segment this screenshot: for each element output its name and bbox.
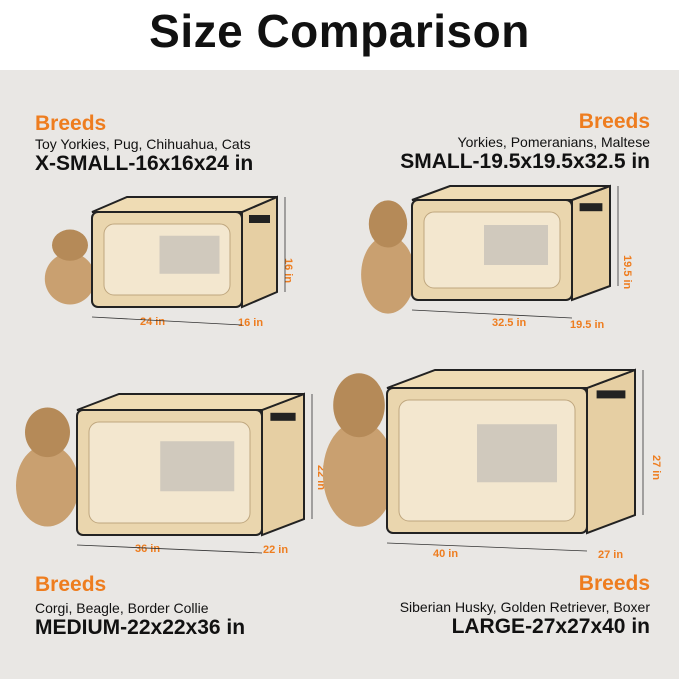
beagle-icon-head: [25, 407, 70, 458]
cat-icon-body: [44, 252, 96, 305]
crate-side: [241, 195, 278, 309]
length-label: 36 in: [135, 543, 160, 555]
height-label: 19.5 in: [621, 255, 633, 290]
breeds-list: Toy Yorkies, Pug, Chihuahua, Cats: [35, 136, 251, 152]
length-arrow: [76, 544, 263, 554]
length-label: 40 in: [433, 548, 458, 560]
cat-icon: [44, 229, 96, 305]
size-label: SMALL-19.5x19.5x32.5 in: [400, 150, 650, 173]
size-label: MEDIUM-22x22x36 in: [35, 616, 246, 639]
breeds-list: Corgi, Beagle, Border Collie: [35, 600, 209, 616]
yorkie-icon-head: [368, 200, 408, 248]
page-title: Size Comparison: [149, 5, 530, 57]
breeds-label: Breeds: [578, 572, 650, 595]
size-label: LARGE-27x27x40 in: [451, 615, 650, 638]
golden-retriever-icon-head: [333, 373, 385, 438]
height-label: 27 in: [650, 455, 662, 480]
crate-top: [76, 393, 305, 411]
breeds-label: Breeds: [35, 573, 107, 596]
breeds-label: Breeds: [578, 110, 650, 133]
handle-icon: [270, 412, 296, 421]
beagle-icon: [16, 407, 79, 527]
cat-icon-head: [52, 229, 88, 261]
golden-retriever-icon: [322, 373, 396, 527]
size-label: X-SMALL-16x16x24 in: [35, 152, 254, 175]
medium-info: Breeds Corgi, Beagle, Border Collie MEDI…: [35, 573, 325, 640]
width-label: 27 in: [598, 549, 623, 561]
golden-retriever-icon-body: [322, 421, 396, 527]
back-mesh: [159, 235, 220, 274]
beagle-icon-body: [16, 444, 79, 527]
width-label: 22 in: [263, 544, 288, 556]
handle-icon: [249, 215, 270, 223]
length-arrow: [411, 309, 573, 319]
yorkie-icon: [361, 200, 415, 314]
back-mesh: [484, 225, 548, 265]
large-info: Breeds Siberian Husky, Golden Retriever,…: [360, 572, 650, 639]
crate-0: 24 in 16 in 16 in: [44, 195, 294, 329]
crate-3: 40 in 27 in 27 in: [322, 368, 662, 561]
small-info: Breeds Yorkies, Pomeranians, Maltese SMA…: [360, 110, 650, 174]
crate-top: [411, 185, 611, 201]
crate-1: 32.5 in 19.5 in 19.5 in: [361, 184, 633, 331]
length-arrow: [91, 316, 243, 326]
back-mesh: [160, 441, 235, 492]
handle-icon: [579, 203, 603, 212]
height-label: 16 in: [282, 258, 294, 283]
yorkie-icon-body: [361, 235, 415, 314]
crate-side: [571, 184, 611, 302]
width-label: 16 in: [238, 317, 263, 329]
breeds-list: Yorkies, Pomeranians, Maltese: [457, 134, 650, 150]
length-arrow: [386, 542, 588, 552]
xsmall-info: Breeds Toy Yorkies, Pug, Chihuahua, Cats…: [35, 112, 325, 176]
breeds-label: Breeds: [35, 112, 107, 135]
back-mesh: [477, 424, 557, 483]
handle-icon: [596, 390, 626, 399]
length-label: 24 in: [140, 316, 165, 328]
length-label: 32.5 in: [492, 317, 527, 329]
crate-top: [91, 196, 278, 213]
breeds-list: Siberian Husky, Golden Retriever, Boxer: [399, 599, 650, 615]
width-label: 19.5 in: [570, 319, 605, 331]
header: Size Comparison: [0, 0, 679, 70]
